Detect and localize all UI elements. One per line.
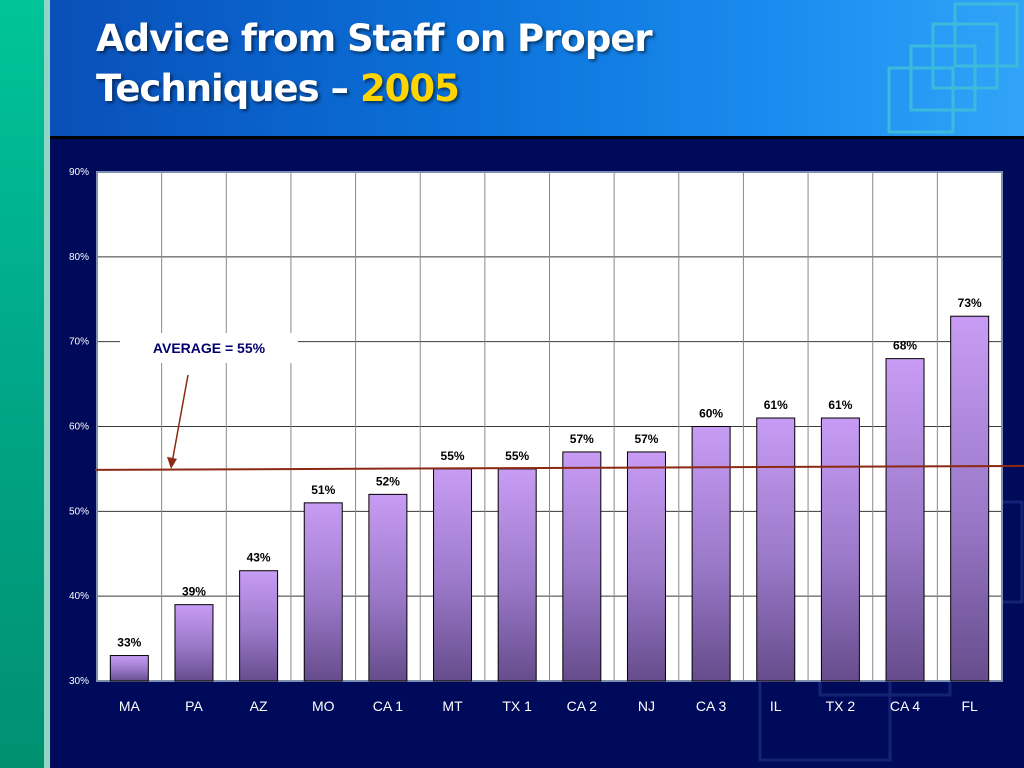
average-line	[94, 464, 1024, 471]
bar	[433, 468, 473, 682]
side-stripe	[0, 0, 44, 768]
side-stripe-accent	[44, 0, 50, 768]
data-label: 39%	[182, 585, 206, 599]
y-tick-label: 60%	[69, 422, 89, 433]
bar	[368, 493, 408, 682]
callout-arrow	[171, 374, 189, 464]
callout-arrowhead	[167, 456, 177, 469]
bar	[109, 655, 149, 682]
data-label: 61%	[828, 398, 852, 412]
x-tick-label: CA 1	[373, 698, 404, 714]
bar	[950, 315, 990, 682]
y-tick-label: 40%	[69, 591, 89, 602]
data-label: 52%	[376, 474, 400, 488]
x-tick-label: AZ	[250, 698, 268, 714]
data-label: 60%	[699, 407, 723, 421]
slide-title: Advice from Staff on Proper Techniques –…	[96, 14, 653, 114]
x-tick-label: CA 2	[567, 698, 598, 714]
data-label: 55%	[441, 449, 465, 463]
x-tick-label: MT	[442, 698, 463, 714]
x-tick-label: MO	[312, 698, 335, 714]
plot-frame	[96, 171, 1003, 682]
data-label: 61%	[764, 398, 788, 412]
data-label: 55%	[505, 449, 529, 463]
data-label: 73%	[958, 296, 982, 310]
average-callout: AVERAGE = 55%	[120, 333, 298, 363]
bar	[174, 604, 214, 682]
x-tick-label: TX 1	[502, 698, 532, 714]
x-tick-label: PA	[185, 698, 203, 714]
bar	[303, 502, 343, 682]
x-tick-label: NJ	[638, 698, 655, 714]
bar	[756, 417, 796, 682]
title-line-2: Techniques –	[96, 67, 349, 110]
y-tick-label: 90%	[69, 167, 89, 178]
y-tick-label: 50%	[69, 506, 89, 517]
title-line-1: Advice from Staff on Proper	[96, 17, 653, 60]
bar	[497, 468, 537, 682]
bar	[239, 570, 279, 682]
x-tick-label: IL	[770, 698, 782, 714]
x-tick-label: FL	[962, 698, 979, 714]
bar	[885, 358, 925, 682]
y-tick-label: 30%	[69, 676, 89, 687]
x-tick-label: TX 2	[826, 698, 856, 714]
bar	[691, 426, 731, 682]
bar	[562, 451, 602, 682]
bar	[820, 417, 860, 682]
x-tick-label: CA 4	[890, 698, 921, 714]
bar	[626, 451, 666, 682]
data-label: 57%	[634, 432, 658, 446]
y-tick-label: 70%	[69, 337, 89, 348]
data-label: 33%	[117, 636, 141, 650]
data-label: 51%	[311, 483, 335, 497]
title-banner	[50, 0, 1024, 136]
y-tick-label: 80%	[69, 252, 89, 263]
data-label: 57%	[570, 432, 594, 446]
title-year: 2005	[359, 67, 460, 110]
data-label: 68%	[893, 339, 917, 353]
header-divider	[50, 136, 1024, 139]
x-tick-label: CA 3	[696, 698, 727, 714]
x-tick-label: MA	[119, 698, 141, 714]
data-label: 43%	[247, 551, 271, 565]
